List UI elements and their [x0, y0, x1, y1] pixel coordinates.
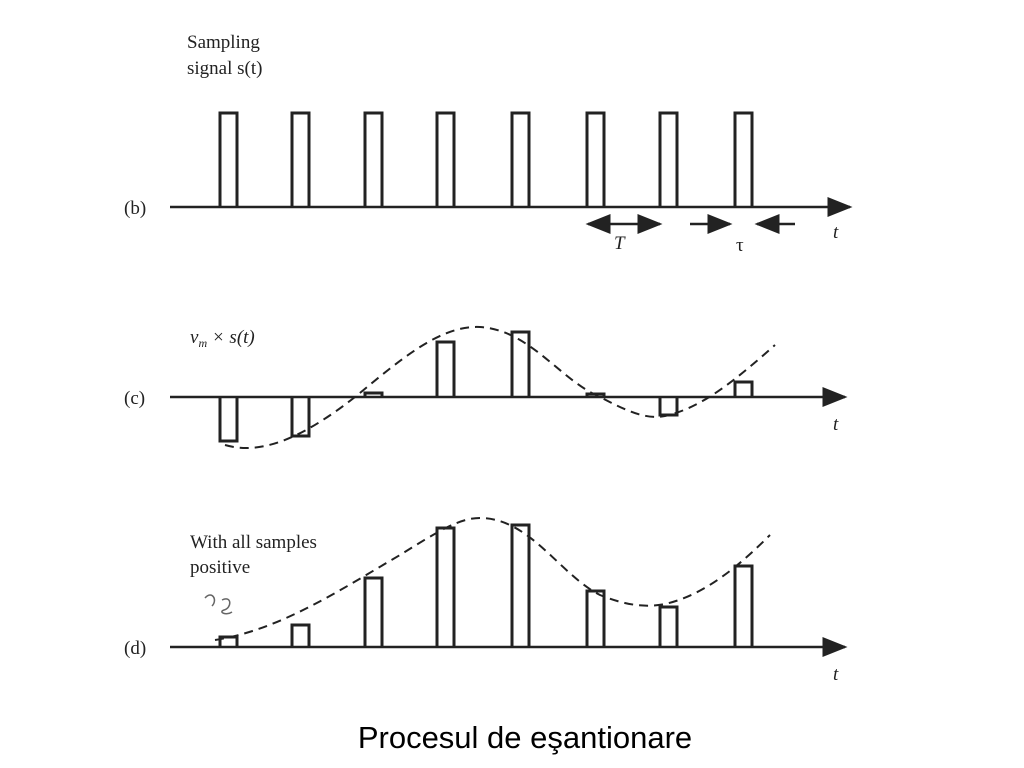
sample-pulse [510, 523, 531, 647]
sample-pulse [218, 111, 239, 207]
panel-label: (b) [124, 198, 146, 219]
panel-title: Sampling [187, 32, 260, 53]
panel-label: (d) [124, 638, 146, 659]
width-label: τ [736, 235, 744, 256]
sample-pulse [290, 111, 311, 207]
panel-title: signal s(t) [187, 58, 262, 79]
sample-pulse [363, 391, 384, 397]
caption: Procesul de eşantionare [358, 720, 692, 755]
sample-pulse [363, 111, 384, 207]
sample-pulse [290, 397, 311, 438]
panel-title: positive [190, 557, 250, 578]
sample-pulse [658, 111, 679, 207]
sample-pulse [733, 564, 754, 647]
panel-title: With all samples [190, 532, 317, 553]
period-label: T [614, 233, 626, 254]
sample-pulse [435, 340, 456, 397]
panel-label: (c) [124, 388, 145, 409]
sample-pulse [658, 397, 679, 417]
title-sub: m [198, 336, 207, 350]
envelope [214, 516, 771, 641]
sample-pulse [585, 111, 606, 207]
scribble [204, 594, 233, 615]
sample-pulse [510, 111, 531, 207]
axis-label: t [833, 664, 839, 685]
sample-pulse [585, 589, 606, 647]
title-rest: × s(t) [207, 327, 255, 348]
sample-pulse [435, 526, 456, 647]
axis-label: t [833, 222, 839, 243]
sample-pulse [585, 392, 606, 397]
panel-title: vm × s(t) [190, 327, 255, 350]
title-var: v [190, 327, 199, 348]
sample-pulse [658, 605, 679, 647]
sample-pulse [218, 635, 239, 647]
sample-pulse [218, 397, 239, 443]
sample-pulse [510, 330, 531, 397]
sample-pulse [733, 111, 754, 207]
sample-pulse [733, 380, 754, 397]
axis-label: t [833, 414, 839, 435]
sample-pulse [363, 576, 384, 647]
sample-pulse [435, 111, 456, 207]
sample-pulse [290, 623, 311, 647]
